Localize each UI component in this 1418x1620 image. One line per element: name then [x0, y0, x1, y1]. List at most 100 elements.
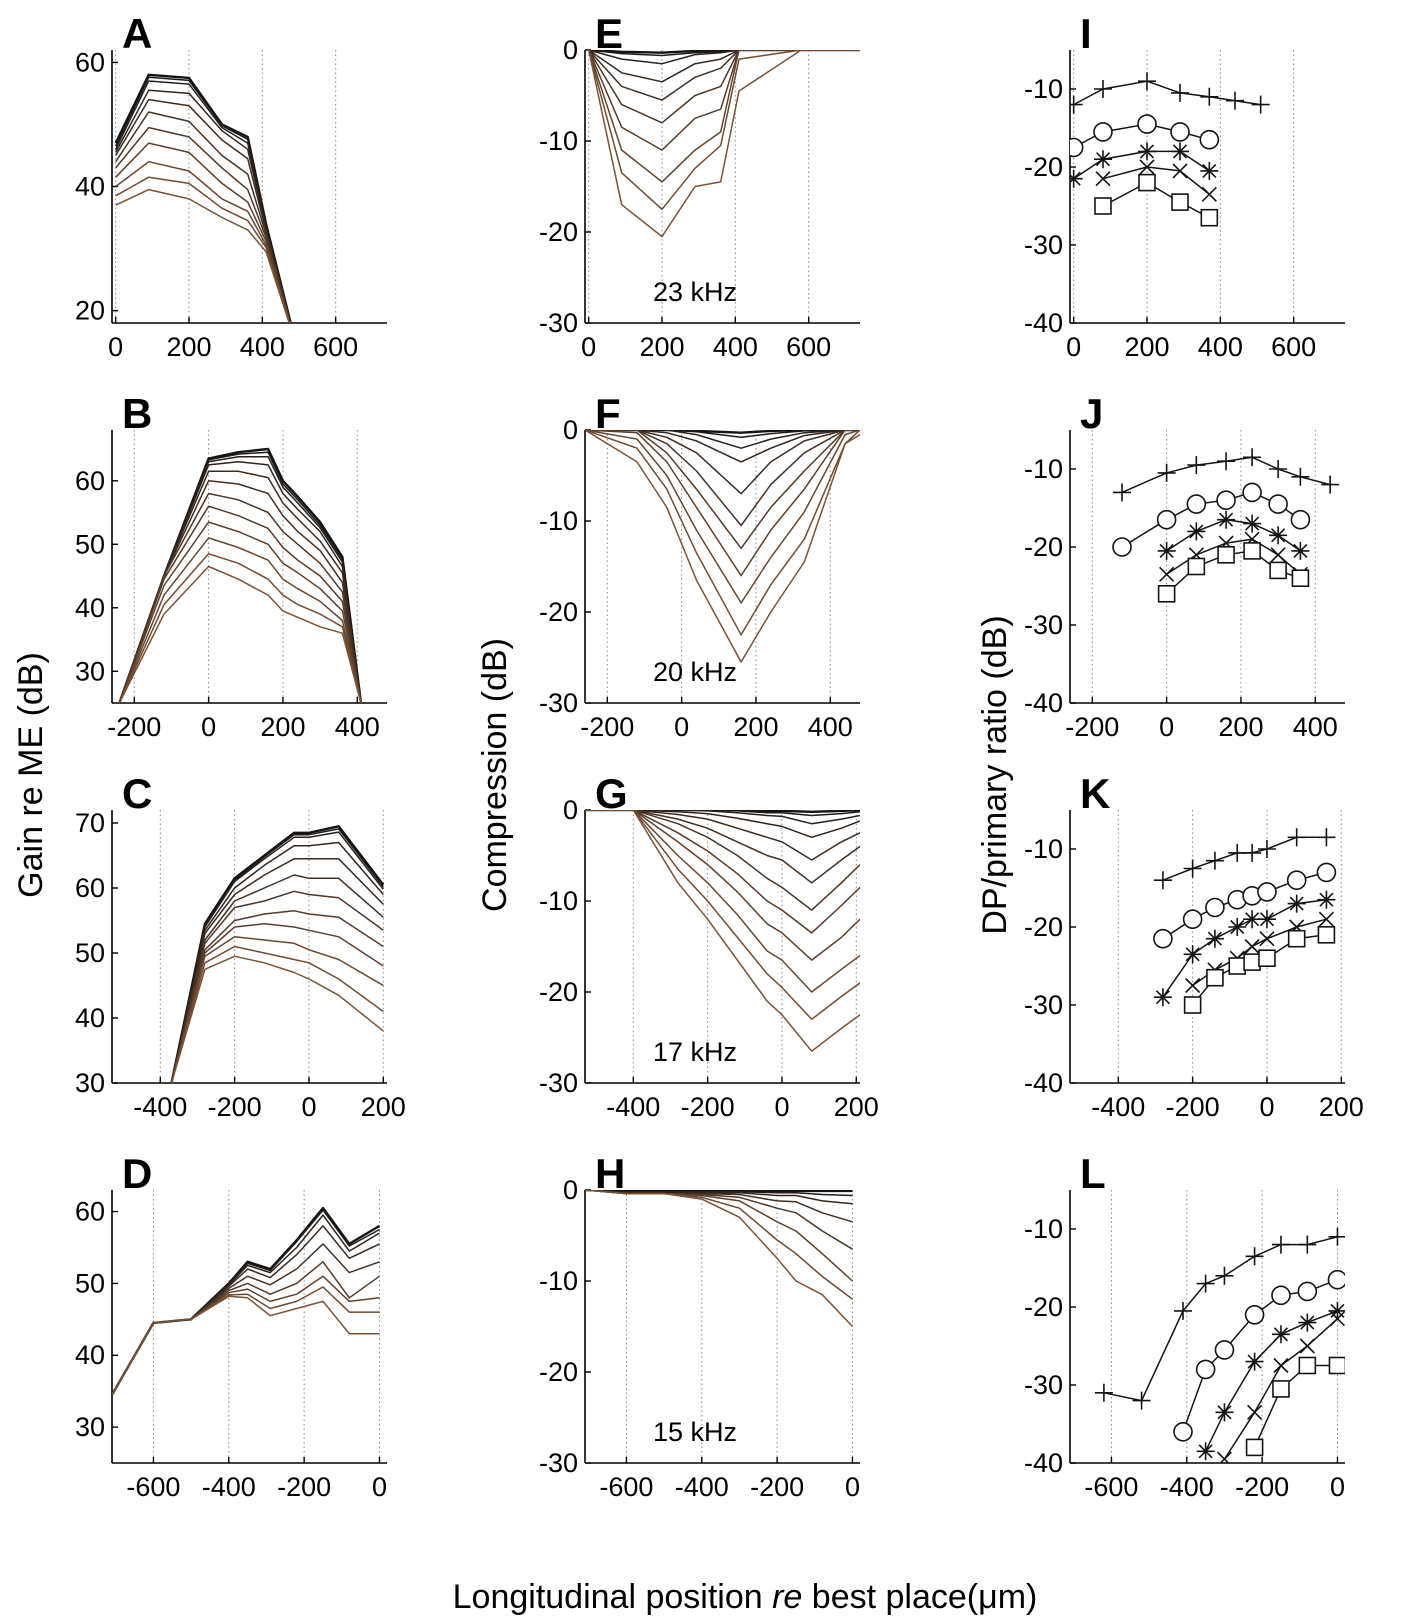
- panel-h-xtick-label: -200: [750, 1472, 804, 1502]
- panel-j-marker-asterisk: [1157, 541, 1176, 560]
- panel-c-series-line: [170, 831, 384, 1083]
- panel-j: -40 -30 -20 -10 -200 0 200 400 J: [1024, 390, 1345, 742]
- panel-j-marker-plus: [1291, 467, 1310, 486]
- panel-k-marker-cross: [1244, 938, 1260, 955]
- panel-e-letter: E: [595, 10, 623, 57]
- panel-h-data: [585, 1190, 854, 1328]
- panel-l-marker-circle: [1214, 1340, 1235, 1360]
- panel-l-marker-plus: [1215, 1266, 1234, 1285]
- panel-c-series-line: [170, 890, 384, 1083]
- panel-a-series-line: [115, 142, 291, 323]
- panel-g-series-line: [585, 810, 860, 861]
- panel-d-series-line: [112, 1206, 381, 1396]
- panel-f-series-line: [585, 430, 860, 527]
- panel-l-marker-plus: [1328, 1227, 1345, 1246]
- panel-l-marker-cross: [1329, 1311, 1345, 1327]
- panel-j-marker-circle: [1242, 482, 1262, 503]
- panel-e-xtick-label: 400: [713, 332, 758, 362]
- panel-h-ytick-label: -10: [539, 1266, 578, 1296]
- panel-f-series-line: [585, 430, 860, 550]
- panel-i-xtick-label: 0: [1066, 332, 1081, 362]
- panel-a-ytick-label: 40: [75, 172, 105, 202]
- panel-e-series-line: [587, 50, 860, 183]
- panel-k-xtick-label: 0: [1259, 1092, 1274, 1122]
- panel-j-marker-plus: [1187, 456, 1206, 475]
- panel-l-marker-circle: [1195, 1359, 1216, 1380]
- panel-j-marker-circle: [1216, 490, 1236, 511]
- panel-h-xtick-label: -400: [675, 1472, 729, 1502]
- panel-l-marker-plus: [1298, 1235, 1317, 1254]
- panel-a-letter: A: [122, 10, 152, 57]
- panel-g-xtick-label: 0: [774, 1092, 789, 1122]
- panel-c-xtick-label: -200: [208, 1092, 262, 1122]
- panel-l-xtick-label: 0: [1330, 1472, 1345, 1502]
- panel-j-marker-cross: [1159, 566, 1175, 582]
- panel-d-xtick-label: 0: [372, 1472, 387, 1502]
- panel-l-letter: L: [1080, 1150, 1106, 1197]
- panel-i-xtick-label: 600: [1271, 332, 1316, 362]
- panel-g-series-line: [585, 810, 860, 813]
- panel-g-data: [585, 810, 860, 1052]
- panel-i-marker-asterisk: [1070, 169, 1083, 188]
- panel-l-marker-asterisk: [1196, 1442, 1215, 1461]
- panel-j-marker-plus: [1217, 452, 1236, 471]
- panel-j-data: [1112, 448, 1340, 603]
- panel-g-series-line: [585, 810, 860, 934]
- panel-h-ytick-label: -20: [539, 1357, 578, 1387]
- panel-j-ytick-label: -20: [1024, 532, 1063, 562]
- panel-a-series-line: [115, 98, 292, 323]
- panel-e-series-line: [588, 50, 860, 83]
- panel-d-letter: D: [122, 1150, 152, 1197]
- panel-l-marker-square: [1298, 1356, 1317, 1375]
- panel-l-marker-plus: [1174, 1301, 1193, 1320]
- panel-b-letter: B: [122, 390, 152, 437]
- panel-b-series-line: [118, 460, 362, 703]
- panel-l-marker-circle: [1173, 1422, 1193, 1442]
- panel-d-data: [112, 1206, 381, 1396]
- panel-g-series-line: [585, 810, 860, 884]
- panel-j-marker-asterisk: [1217, 510, 1236, 529]
- panel-i-marker-plus: [1138, 72, 1156, 91]
- panel-l-xtick-label: -600: [1084, 1472, 1138, 1502]
- panel-e-series-line: [588, 50, 860, 101]
- panel-e-ytick-label: 0: [563, 35, 578, 65]
- panel-k-ytick-label: -40: [1024, 1068, 1063, 1098]
- panel-b: 30 40 50 60 -200 0 200 400 B: [75, 390, 387, 742]
- panel-k-letter: K: [1080, 770, 1110, 817]
- panel-k-marker-asterisk: [1183, 945, 1202, 964]
- panel-j-ytick-label: -40: [1024, 688, 1063, 718]
- panel-k-marker-square: [1287, 929, 1306, 948]
- panel-i-marker-circle: [1093, 122, 1113, 142]
- panel-f-series-line: [585, 430, 860, 636]
- panel-b-series-line: [118, 553, 362, 703]
- panel-k-marker-circle: [1257, 882, 1277, 902]
- panel-b-series-line: [118, 447, 363, 703]
- panel-c-series-line: [170, 910, 384, 1083]
- panel-f-xtick-label: 400: [808, 712, 853, 742]
- panel-i-marker-cross: [1172, 163, 1188, 179]
- panel-e-ytick-label: -20: [539, 217, 578, 247]
- panel-b-series-line: [118, 537, 362, 703]
- panel-j-ytick-label: -10: [1024, 454, 1063, 484]
- panel-i-series-line-square: [1102, 181, 1210, 219]
- panel-h-series-line: [585, 1190, 853, 1197]
- x-axis-label-post: best place(μm): [802, 1578, 1037, 1616]
- panel-l-marker-circle: [1327, 1269, 1345, 1290]
- panel-j-marker-asterisk: [1187, 522, 1206, 541]
- panel-j-marker-plus: [1243, 448, 1262, 467]
- panel-i-marker-plus: [1171, 83, 1189, 102]
- panel-b-data: [118, 447, 363, 703]
- panel-f-frequency-label: 20 kHz: [653, 657, 737, 687]
- panel-j-marker-square: [1187, 557, 1206, 576]
- panel-d-xtick-label: -400: [202, 1472, 256, 1502]
- panel-l-marker-asterisk: [1271, 1325, 1290, 1344]
- panel-a-series-line: [115, 111, 291, 323]
- panel-f-xtick-label: 0: [674, 712, 689, 742]
- panel-k-marker-asterisk: [1153, 988, 1172, 1007]
- panel-k-ytick-label: -30: [1024, 990, 1063, 1020]
- panel-i-marker-asterisk: [1138, 142, 1156, 161]
- panel-l-ytick-label: -10: [1024, 1214, 1063, 1244]
- panel-l-marker-plus: [1271, 1235, 1290, 1254]
- panel-l-marker-square: [1328, 1356, 1345, 1375]
- panel-d-ytick-label: 40: [75, 1340, 105, 1370]
